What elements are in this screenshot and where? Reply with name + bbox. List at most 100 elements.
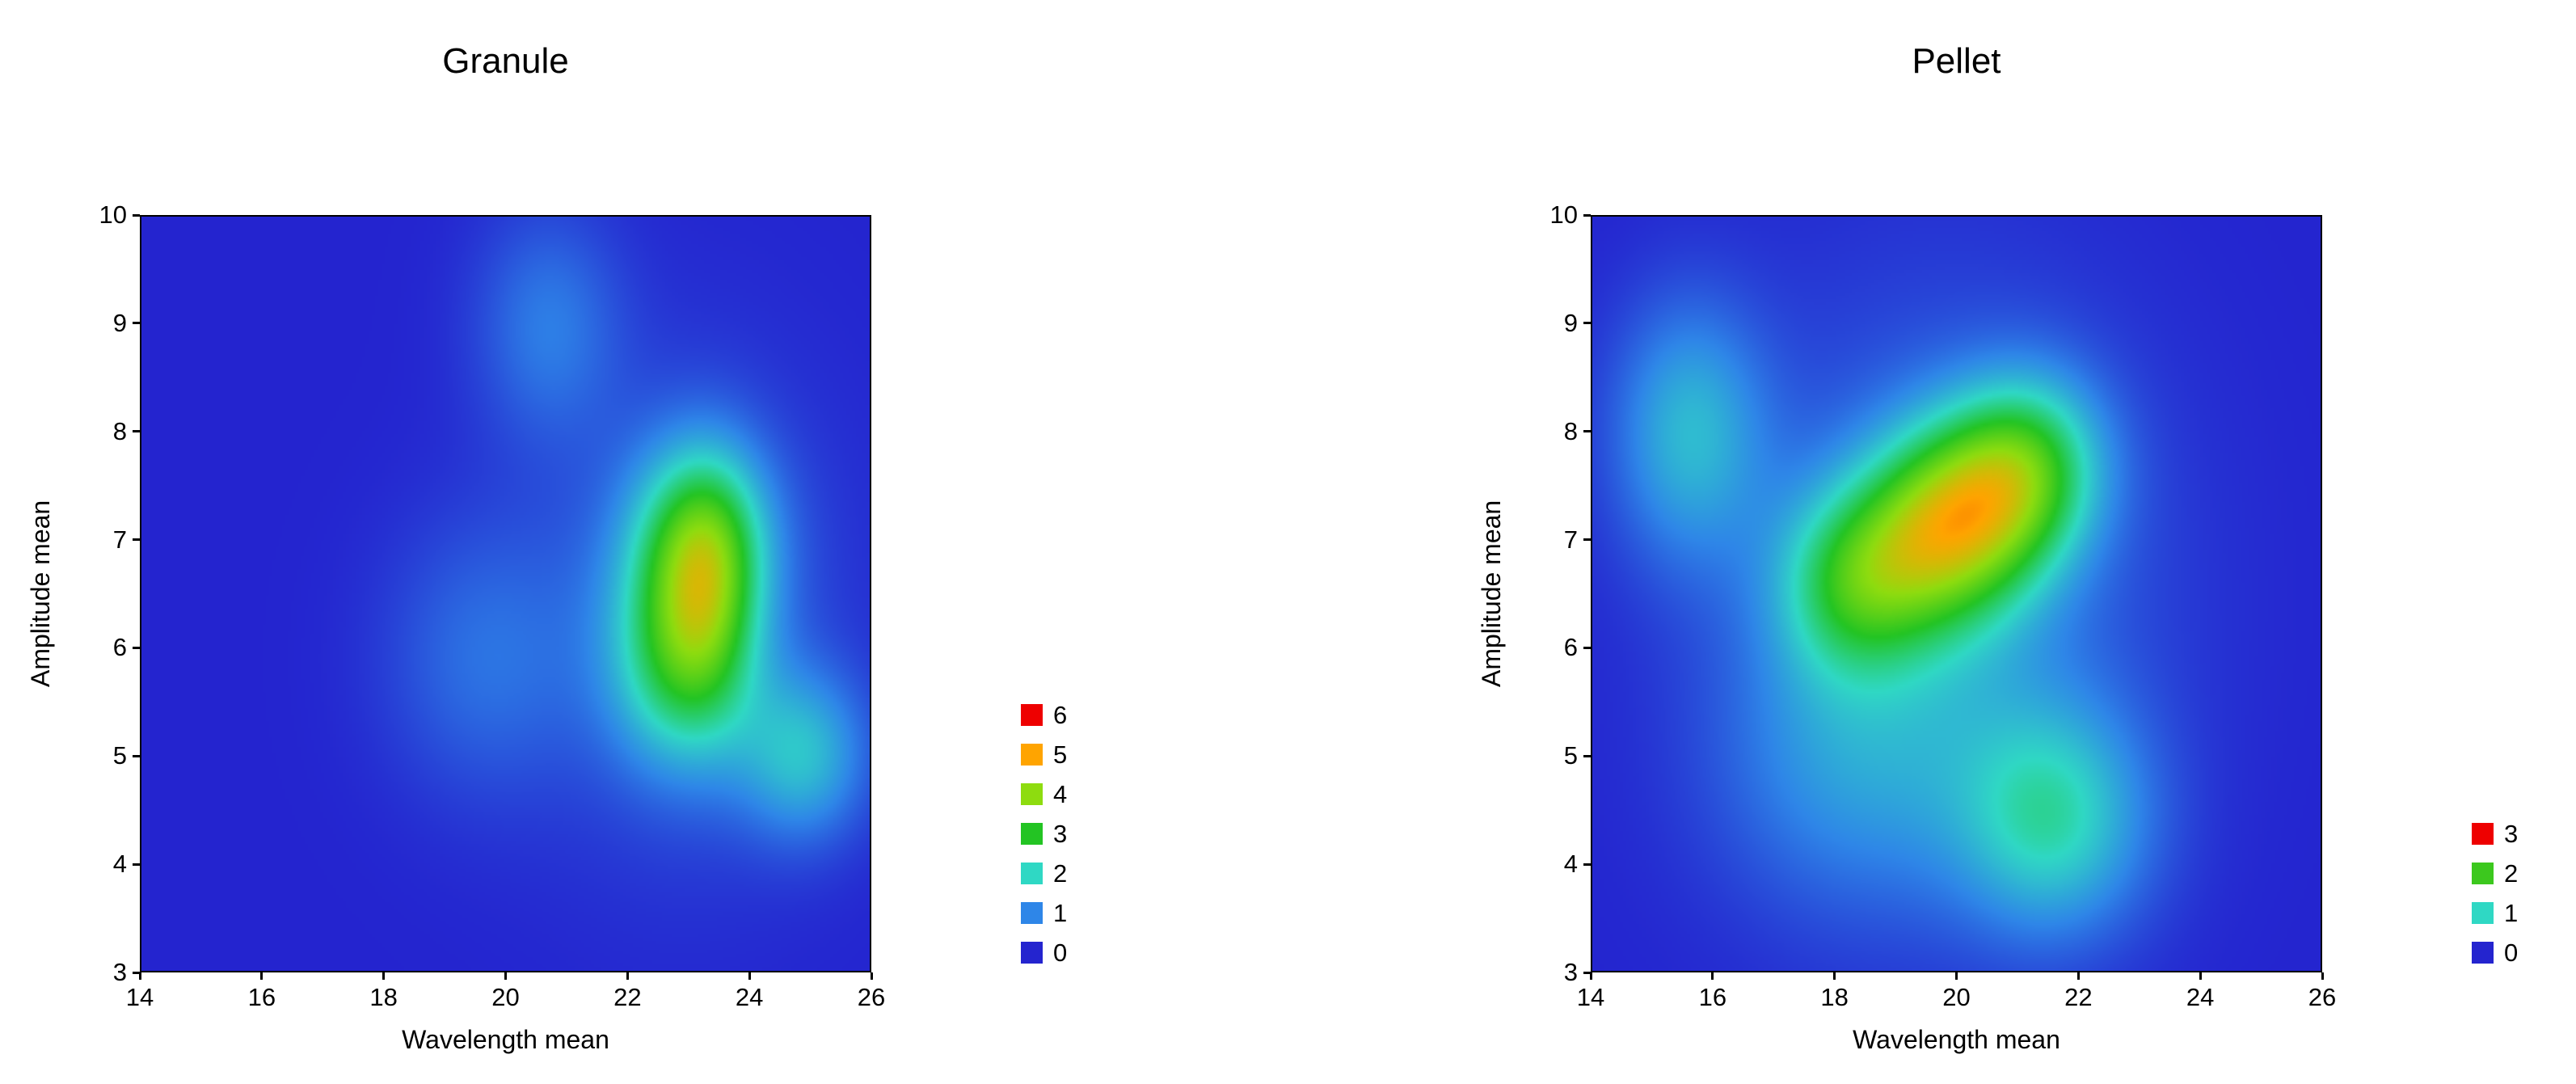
x-tick-mark — [2199, 972, 2202, 980]
y-tick-mark — [1583, 322, 1591, 325]
x-tick-label: 18 — [369, 983, 398, 1011]
x-tick-label: 26 — [2308, 983, 2337, 1011]
y-tick-mark — [133, 646, 140, 649]
y-tick-label: 7 — [112, 525, 127, 554]
legend-swatch — [1021, 783, 1043, 805]
legend-swatch — [2472, 902, 2494, 924]
heatmap-canvas — [1592, 217, 2321, 971]
x-tick-mark — [504, 972, 507, 980]
y-tick-mark — [1583, 538, 1591, 542]
legend-label: 3 — [2504, 819, 2519, 848]
legend-swatch — [1021, 902, 1043, 924]
y-tick-label: 3 — [1563, 958, 1578, 986]
legend-swatch — [1021, 704, 1043, 726]
legend-row: 3 — [1021, 814, 1067, 854]
x-tick-mark — [870, 972, 873, 980]
legend-row: 1 — [2472, 893, 2518, 933]
legend-swatch — [2472, 823, 2494, 845]
y-tick-mark — [1583, 646, 1591, 649]
x-tick-mark — [2321, 972, 2324, 980]
legend-label: 1 — [1053, 898, 1068, 927]
plot-area — [140, 215, 871, 972]
x-tick-mark — [382, 972, 386, 980]
y-tick-label: 8 — [112, 416, 127, 445]
y-tick-mark — [133, 863, 140, 866]
y-tick-mark — [133, 322, 140, 325]
legend-swatch — [2472, 942, 2494, 964]
legend-row: 4 — [1021, 774, 1067, 814]
x-tick-mark — [1833, 972, 1836, 980]
x-tick-mark — [2076, 972, 2080, 980]
legend-label: 3 — [1053, 819, 1068, 848]
legend-swatch — [1021, 823, 1043, 845]
y-tick-mark — [1583, 754, 1591, 757]
legend-row: 5 — [1021, 735, 1067, 774]
y-tick-label: 3 — [112, 958, 127, 986]
chart-granule: Granule Amplitude mean Wavelength mean 6… — [0, 0, 1125, 1084]
y-tick-label: 5 — [1563, 741, 1578, 770]
x-tick-label: 22 — [2064, 983, 2093, 1011]
y-tick-label: 9 — [112, 308, 127, 337]
chart-title: Pellet — [1912, 40, 2001, 81]
legend-label: 6 — [1053, 700, 1068, 729]
x-tick-label: 16 — [247, 983, 276, 1011]
y-tick-label: 6 — [112, 633, 127, 662]
heatmap-canvas — [141, 217, 870, 971]
plot-area — [1591, 215, 2322, 972]
legend-swatch — [1021, 863, 1043, 884]
y-tick-mark — [133, 213, 140, 217]
x-tick-label: 22 — [613, 983, 642, 1011]
legend-row: 2 — [1021, 854, 1067, 893]
x-tick-label: 24 — [2186, 983, 2215, 1011]
legend-row: 3 — [2472, 814, 2518, 854]
legend-row: 6 — [1021, 695, 1067, 735]
x-tick-label: 26 — [857, 983, 886, 1011]
legend-row: 0 — [2472, 933, 2518, 972]
x-tick-label: 14 — [1576, 983, 1605, 1011]
x-tick-mark — [138, 972, 141, 980]
y-tick-label: 4 — [1563, 850, 1578, 879]
y-tick-mark — [133, 754, 140, 757]
x-tick-mark — [1711, 972, 1714, 980]
x-tick-label: 16 — [1698, 983, 1727, 1011]
y-tick-label: 9 — [1563, 308, 1578, 337]
color-legend: 3 2 1 0 — [2472, 814, 2518, 972]
legend-swatch — [1021, 744, 1043, 766]
legend-row: 2 — [2472, 854, 2518, 893]
y-tick-mark — [133, 430, 140, 433]
x-tick-label: 24 — [735, 983, 764, 1011]
color-legend: 6 5 4 3 2 1 0 — [1021, 695, 1067, 972]
y-tick-label: 10 — [99, 200, 127, 229]
x-tick-label: 18 — [1820, 983, 1849, 1011]
x-tick-mark — [748, 972, 751, 980]
legend-label: 4 — [1053, 779, 1068, 808]
y-tick-label: 10 — [1549, 200, 1578, 229]
legend-row: 1 — [1021, 893, 1067, 933]
legend-label: 5 — [1053, 740, 1068, 769]
y-tick-mark — [1583, 430, 1591, 433]
legend-swatch — [1021, 942, 1043, 964]
x-tick-mark — [260, 972, 264, 980]
x-tick-mark — [626, 972, 629, 980]
legend-label: 2 — [2504, 858, 2519, 888]
y-tick-mark — [1583, 863, 1591, 866]
y-tick-mark — [1583, 213, 1591, 217]
legend-row: 0 — [1021, 933, 1067, 972]
y-tick-mark — [133, 538, 140, 542]
x-tick-label: 20 — [491, 983, 520, 1011]
y-tick-mark — [133, 971, 140, 974]
y-tick-mark — [1583, 971, 1591, 974]
legend-swatch — [2472, 863, 2494, 884]
x-tick-mark — [1589, 972, 1592, 980]
x-tick-mark — [1955, 972, 1958, 980]
y-tick-label: 4 — [112, 850, 127, 879]
chart-title: Granule — [442, 40, 569, 81]
legend-label: 2 — [1053, 858, 1068, 888]
x-tick-label: 14 — [125, 983, 154, 1011]
legend-label: 0 — [1053, 938, 1068, 967]
y-tick-label: 6 — [1563, 633, 1578, 662]
y-tick-label: 8 — [1563, 416, 1578, 445]
